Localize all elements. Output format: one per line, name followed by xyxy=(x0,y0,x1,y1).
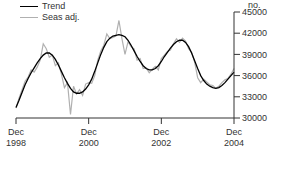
svg-text:Dec2004: Dec2004 xyxy=(224,127,244,148)
svg-text:39000: 39000 xyxy=(242,50,267,60)
svg-text:Dec2000: Dec2000 xyxy=(79,127,99,148)
svg-text:36000: 36000 xyxy=(242,71,267,81)
svg-text:Dec2002: Dec2002 xyxy=(151,127,171,148)
html-text:Trend: Trend xyxy=(42,1,66,11)
html-text:no.: no. xyxy=(248,0,261,10)
html-text:Seas adj.: Seas adj. xyxy=(42,12,80,22)
svg-text:33000: 33000 xyxy=(242,92,267,102)
svg-text:Dec1998: Dec1998 xyxy=(8,127,26,148)
svg-text:42000: 42000 xyxy=(242,28,267,38)
svg-text:45000: 45000 xyxy=(242,7,267,18)
svg-text:30000: 30000 xyxy=(242,113,267,123)
